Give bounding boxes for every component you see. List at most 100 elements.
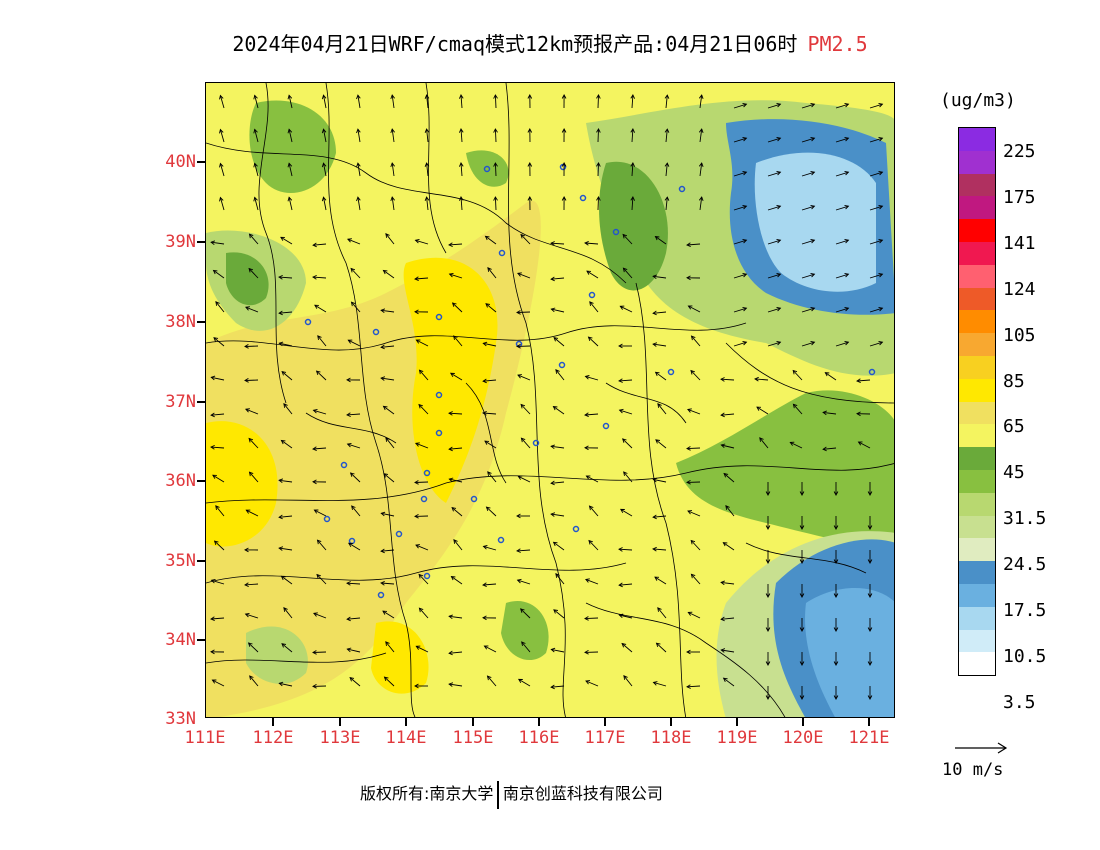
wind-vector bbox=[385, 641, 395, 653]
wind-vector-head bbox=[350, 301, 356, 307]
wind-vector bbox=[801, 171, 815, 177]
wind-vector-head bbox=[810, 272, 816, 278]
wind-vector-head bbox=[720, 616, 725, 622]
wind-vector bbox=[419, 607, 429, 619]
field-65-south bbox=[371, 621, 429, 694]
wind-vector-head bbox=[867, 695, 873, 700]
wind-vector bbox=[733, 273, 747, 279]
wind-vector-head bbox=[212, 474, 217, 479]
lat-tick bbox=[197, 480, 205, 482]
wind-vector-head bbox=[415, 544, 420, 549]
wind-vector bbox=[249, 675, 259, 687]
wind-vector bbox=[483, 379, 497, 382]
wind-vector-head bbox=[210, 375, 216, 381]
wind-vector-head bbox=[698, 162, 704, 167]
wind-vector bbox=[823, 447, 837, 450]
wind-vector bbox=[314, 304, 327, 313]
wind-vector bbox=[699, 95, 703, 109]
wind-vector-head bbox=[657, 607, 662, 612]
wind-vector bbox=[254, 163, 259, 177]
lon-label-117e: 117E bbox=[584, 728, 626, 748]
wind-vector-head bbox=[754, 376, 759, 382]
wind-vector bbox=[288, 129, 293, 143]
wind-vector-head bbox=[833, 695, 839, 700]
wind-vector-head bbox=[792, 403, 798, 409]
wind-vector bbox=[346, 413, 361, 416]
wind-vector-head bbox=[742, 204, 748, 210]
field-blue-se-inner bbox=[805, 588, 894, 717]
wind-vector bbox=[415, 442, 429, 449]
wind-vector-head bbox=[588, 539, 593, 545]
wind-vector bbox=[357, 197, 361, 211]
wind-vector-head bbox=[652, 342, 658, 347]
wind-vector-head bbox=[278, 310, 283, 316]
wind-vector bbox=[620, 509, 633, 517]
wind-vector-head bbox=[517, 374, 522, 379]
wind-vector-head bbox=[415, 339, 421, 344]
wind-vector-head bbox=[390, 162, 395, 168]
wind-vector bbox=[631, 94, 634, 109]
title-variable: PM2.5 bbox=[807, 32, 868, 56]
wind-vector-head bbox=[722, 677, 728, 682]
wind-vector-head bbox=[448, 477, 454, 483]
wind-vector bbox=[733, 239, 747, 245]
wind-vector bbox=[487, 675, 497, 687]
wind-vector-head bbox=[210, 578, 216, 584]
wind-vector bbox=[348, 542, 361, 551]
wind-vector-head bbox=[810, 136, 816, 142]
wind-vector-head bbox=[390, 94, 395, 100]
wind-vector-head bbox=[453, 539, 458, 544]
wind-vector-head bbox=[483, 645, 489, 650]
wind-vector bbox=[653, 478, 667, 483]
wind-vector-head bbox=[765, 695, 771, 700]
wind-vector bbox=[767, 239, 781, 245]
wind-vector bbox=[348, 339, 361, 347]
wind-vector-head bbox=[686, 446, 691, 451]
wind-vector-head bbox=[418, 369, 424, 375]
wind-vector-head bbox=[249, 675, 254, 680]
wind-vector-head bbox=[287, 128, 293, 134]
wind-vector bbox=[245, 306, 259, 313]
wind-vector-head bbox=[618, 378, 623, 383]
wind-vector-head bbox=[278, 274, 283, 280]
wind-vector bbox=[494, 128, 497, 143]
wind-vector-head bbox=[723, 472, 729, 478]
wind-vector bbox=[215, 301, 225, 313]
lon-tick bbox=[604, 718, 606, 726]
wind-vector bbox=[553, 406, 565, 415]
wind-vector-head bbox=[810, 238, 816, 244]
wind-vector bbox=[254, 129, 259, 143]
wind-vector bbox=[487, 471, 497, 483]
footer-owner: 版权所有:南京大学 bbox=[360, 784, 494, 803]
wind-vector-head bbox=[686, 242, 691, 248]
wind-vector-head bbox=[317, 335, 322, 340]
wind-vector-head bbox=[550, 307, 556, 313]
wind-vector-head bbox=[623, 471, 628, 476]
wind-vector bbox=[383, 473, 395, 483]
wind-vector-head bbox=[278, 478, 284, 483]
wind-vector-head bbox=[698, 94, 704, 99]
wind-vector-head bbox=[347, 542, 353, 548]
colorbar-label: 85 bbox=[1003, 370, 1025, 392]
wind-vector-head bbox=[486, 675, 492, 681]
wind-vector-head bbox=[482, 410, 487, 416]
wind-vector bbox=[550, 242, 565, 245]
wind-vector-head bbox=[424, 196, 430, 201]
wind-vector bbox=[281, 440, 293, 449]
wind-vector bbox=[869, 239, 883, 245]
wind-vector bbox=[835, 103, 849, 109]
wind-vector bbox=[869, 103, 883, 109]
wind-vector-head bbox=[765, 525, 771, 530]
wind-vector bbox=[553, 337, 565, 347]
wind-vector bbox=[655, 439, 667, 449]
wind-vector bbox=[686, 685, 701, 688]
wind-vector-head bbox=[281, 643, 286, 648]
wind-vector-head bbox=[584, 375, 590, 380]
wind-vector-head bbox=[347, 238, 352, 243]
wind-vector bbox=[858, 441, 871, 449]
lon-tick bbox=[670, 718, 672, 726]
wind-vector bbox=[767, 171, 781, 177]
colorbar-swatch bbox=[959, 333, 995, 356]
wind-vector-head bbox=[584, 240, 589, 246]
wind-vector-head bbox=[349, 472, 355, 477]
